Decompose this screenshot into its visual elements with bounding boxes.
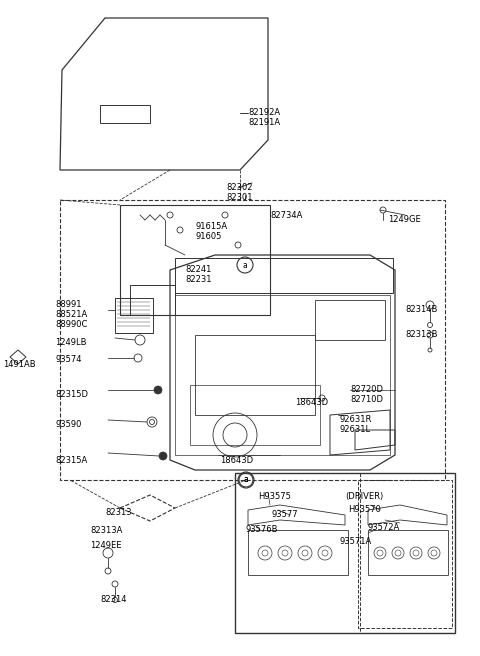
Bar xyxy=(115,298,153,333)
Text: 82302: 82302 xyxy=(226,183,252,192)
Text: (DRIVER): (DRIVER) xyxy=(345,492,383,501)
Text: 92631L: 92631L xyxy=(340,425,371,434)
Text: 82314B: 82314B xyxy=(405,305,437,314)
Text: 18643D: 18643D xyxy=(295,398,328,407)
Text: 88521A: 88521A xyxy=(55,310,87,319)
Text: 82313A: 82313A xyxy=(90,526,122,535)
Text: H93570: H93570 xyxy=(348,505,381,514)
Circle shape xyxy=(159,452,167,460)
Text: 88990C: 88990C xyxy=(55,320,87,329)
Text: 93574: 93574 xyxy=(55,355,82,364)
Text: 1249LB: 1249LB xyxy=(55,338,86,347)
Bar xyxy=(130,285,175,315)
Text: 82734A: 82734A xyxy=(270,211,302,220)
Text: 82241: 82241 xyxy=(185,265,211,274)
Text: 93577: 93577 xyxy=(272,510,299,519)
Text: H93575: H93575 xyxy=(258,492,291,501)
Bar xyxy=(195,335,315,415)
Text: a: a xyxy=(242,260,247,270)
Bar xyxy=(248,530,348,575)
Bar xyxy=(120,205,270,315)
Text: 82314: 82314 xyxy=(100,595,127,604)
Text: 82313B: 82313B xyxy=(405,330,437,339)
Bar xyxy=(315,300,385,340)
Text: a: a xyxy=(244,476,248,485)
Bar xyxy=(190,385,320,445)
Text: 1491AB: 1491AB xyxy=(3,360,36,369)
Bar xyxy=(358,480,452,628)
Text: 1249GE: 1249GE xyxy=(388,215,421,224)
Circle shape xyxy=(154,386,162,394)
Text: 93572A: 93572A xyxy=(368,523,400,532)
Text: 82192A: 82192A xyxy=(248,108,280,117)
Text: 93590: 93590 xyxy=(55,420,82,429)
Text: 91615A: 91615A xyxy=(195,222,227,231)
Text: 88991: 88991 xyxy=(55,300,82,309)
Text: 82315D: 82315D xyxy=(55,390,88,399)
Text: 82191A: 82191A xyxy=(248,118,280,127)
Text: 91605: 91605 xyxy=(195,232,221,241)
Text: 82301: 82301 xyxy=(226,193,252,202)
Text: 93576B: 93576B xyxy=(245,525,277,534)
Text: 92631R: 92631R xyxy=(340,415,372,424)
Bar xyxy=(235,473,455,633)
Text: 82231: 82231 xyxy=(185,275,212,284)
Bar xyxy=(175,258,393,293)
Text: 82313: 82313 xyxy=(105,508,132,517)
Text: 82720D: 82720D xyxy=(350,385,383,394)
Text: 18643D: 18643D xyxy=(220,456,253,465)
Text: 82710D: 82710D xyxy=(350,395,383,404)
Text: 82315A: 82315A xyxy=(55,456,87,465)
Text: 93571A: 93571A xyxy=(340,537,372,546)
Text: a: a xyxy=(244,476,248,485)
Text: 1249EE: 1249EE xyxy=(90,541,121,550)
Bar xyxy=(60,200,445,480)
Bar xyxy=(368,530,448,575)
Bar xyxy=(100,105,150,123)
